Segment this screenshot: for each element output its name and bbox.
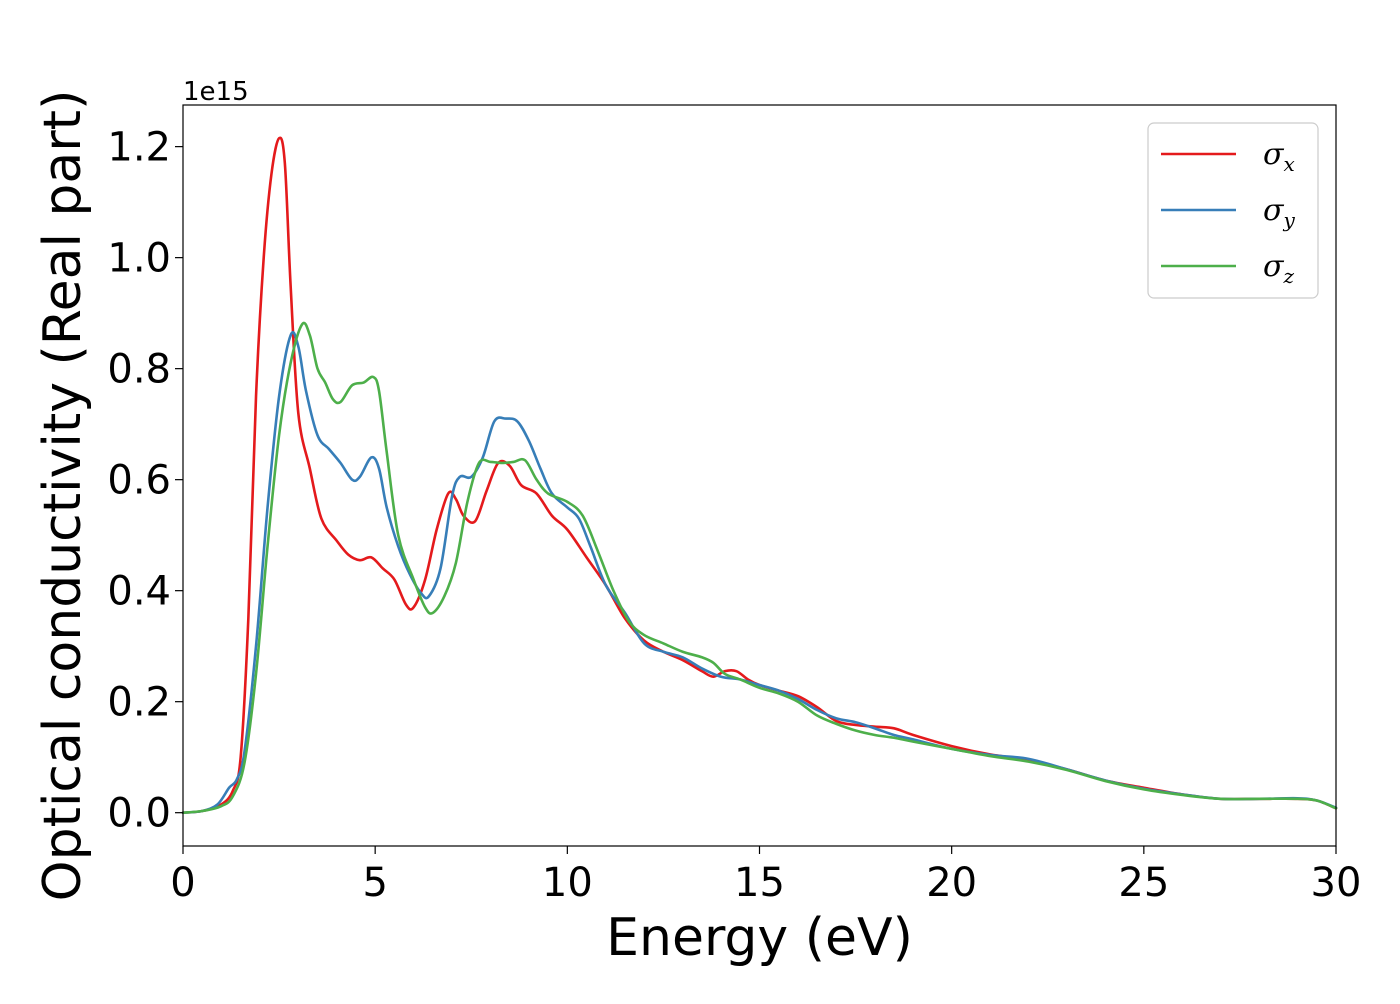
x-tick-label: 25 — [1118, 860, 1169, 906]
series-layer — [181, 136, 1338, 814]
series-line-z — [181, 321, 1338, 814]
x-axis-label: Energy (eV) — [606, 908, 913, 968]
legend-label-x: σx — [1263, 137, 1295, 176]
y-tick-label: 0.8 — [107, 347, 171, 393]
legend-label-z: σz — [1263, 249, 1294, 288]
y-axis-label: Optical conductivity (Real part) — [33, 90, 93, 902]
x-tick-label: 30 — [1311, 860, 1362, 906]
series-line-y — [181, 330, 1338, 814]
y-tick-label: 0.0 — [107, 791, 171, 837]
y-tick-label: 1.2 — [107, 125, 171, 171]
y-tick-label: 0.2 — [107, 680, 171, 726]
x-tick-label: 5 — [362, 860, 387, 906]
y-tick-label: 0.6 — [107, 458, 171, 504]
y-axis-ticks: 0.0 0.2 0.4 0.6 0.8 1.0 1.2 — [107, 125, 183, 837]
legend: σx σy σz — [1147, 122, 1319, 299]
x-tick-label: 0 — [170, 860, 195, 906]
y-tick-label: 0.4 — [107, 569, 171, 615]
legend-label-y: σy — [1263, 193, 1295, 232]
x-axis-ticks: 0 5 10 15 20 25 30 — [170, 846, 1361, 906]
x-tick-label: 20 — [926, 860, 977, 906]
y-offset-label: 1e15 — [183, 77, 249, 107]
x-tick-label: 15 — [734, 860, 785, 906]
series-line-x — [181, 136, 1338, 814]
x-tick-label: 10 — [542, 860, 593, 906]
y-tick-label: 1.0 — [107, 236, 171, 282]
